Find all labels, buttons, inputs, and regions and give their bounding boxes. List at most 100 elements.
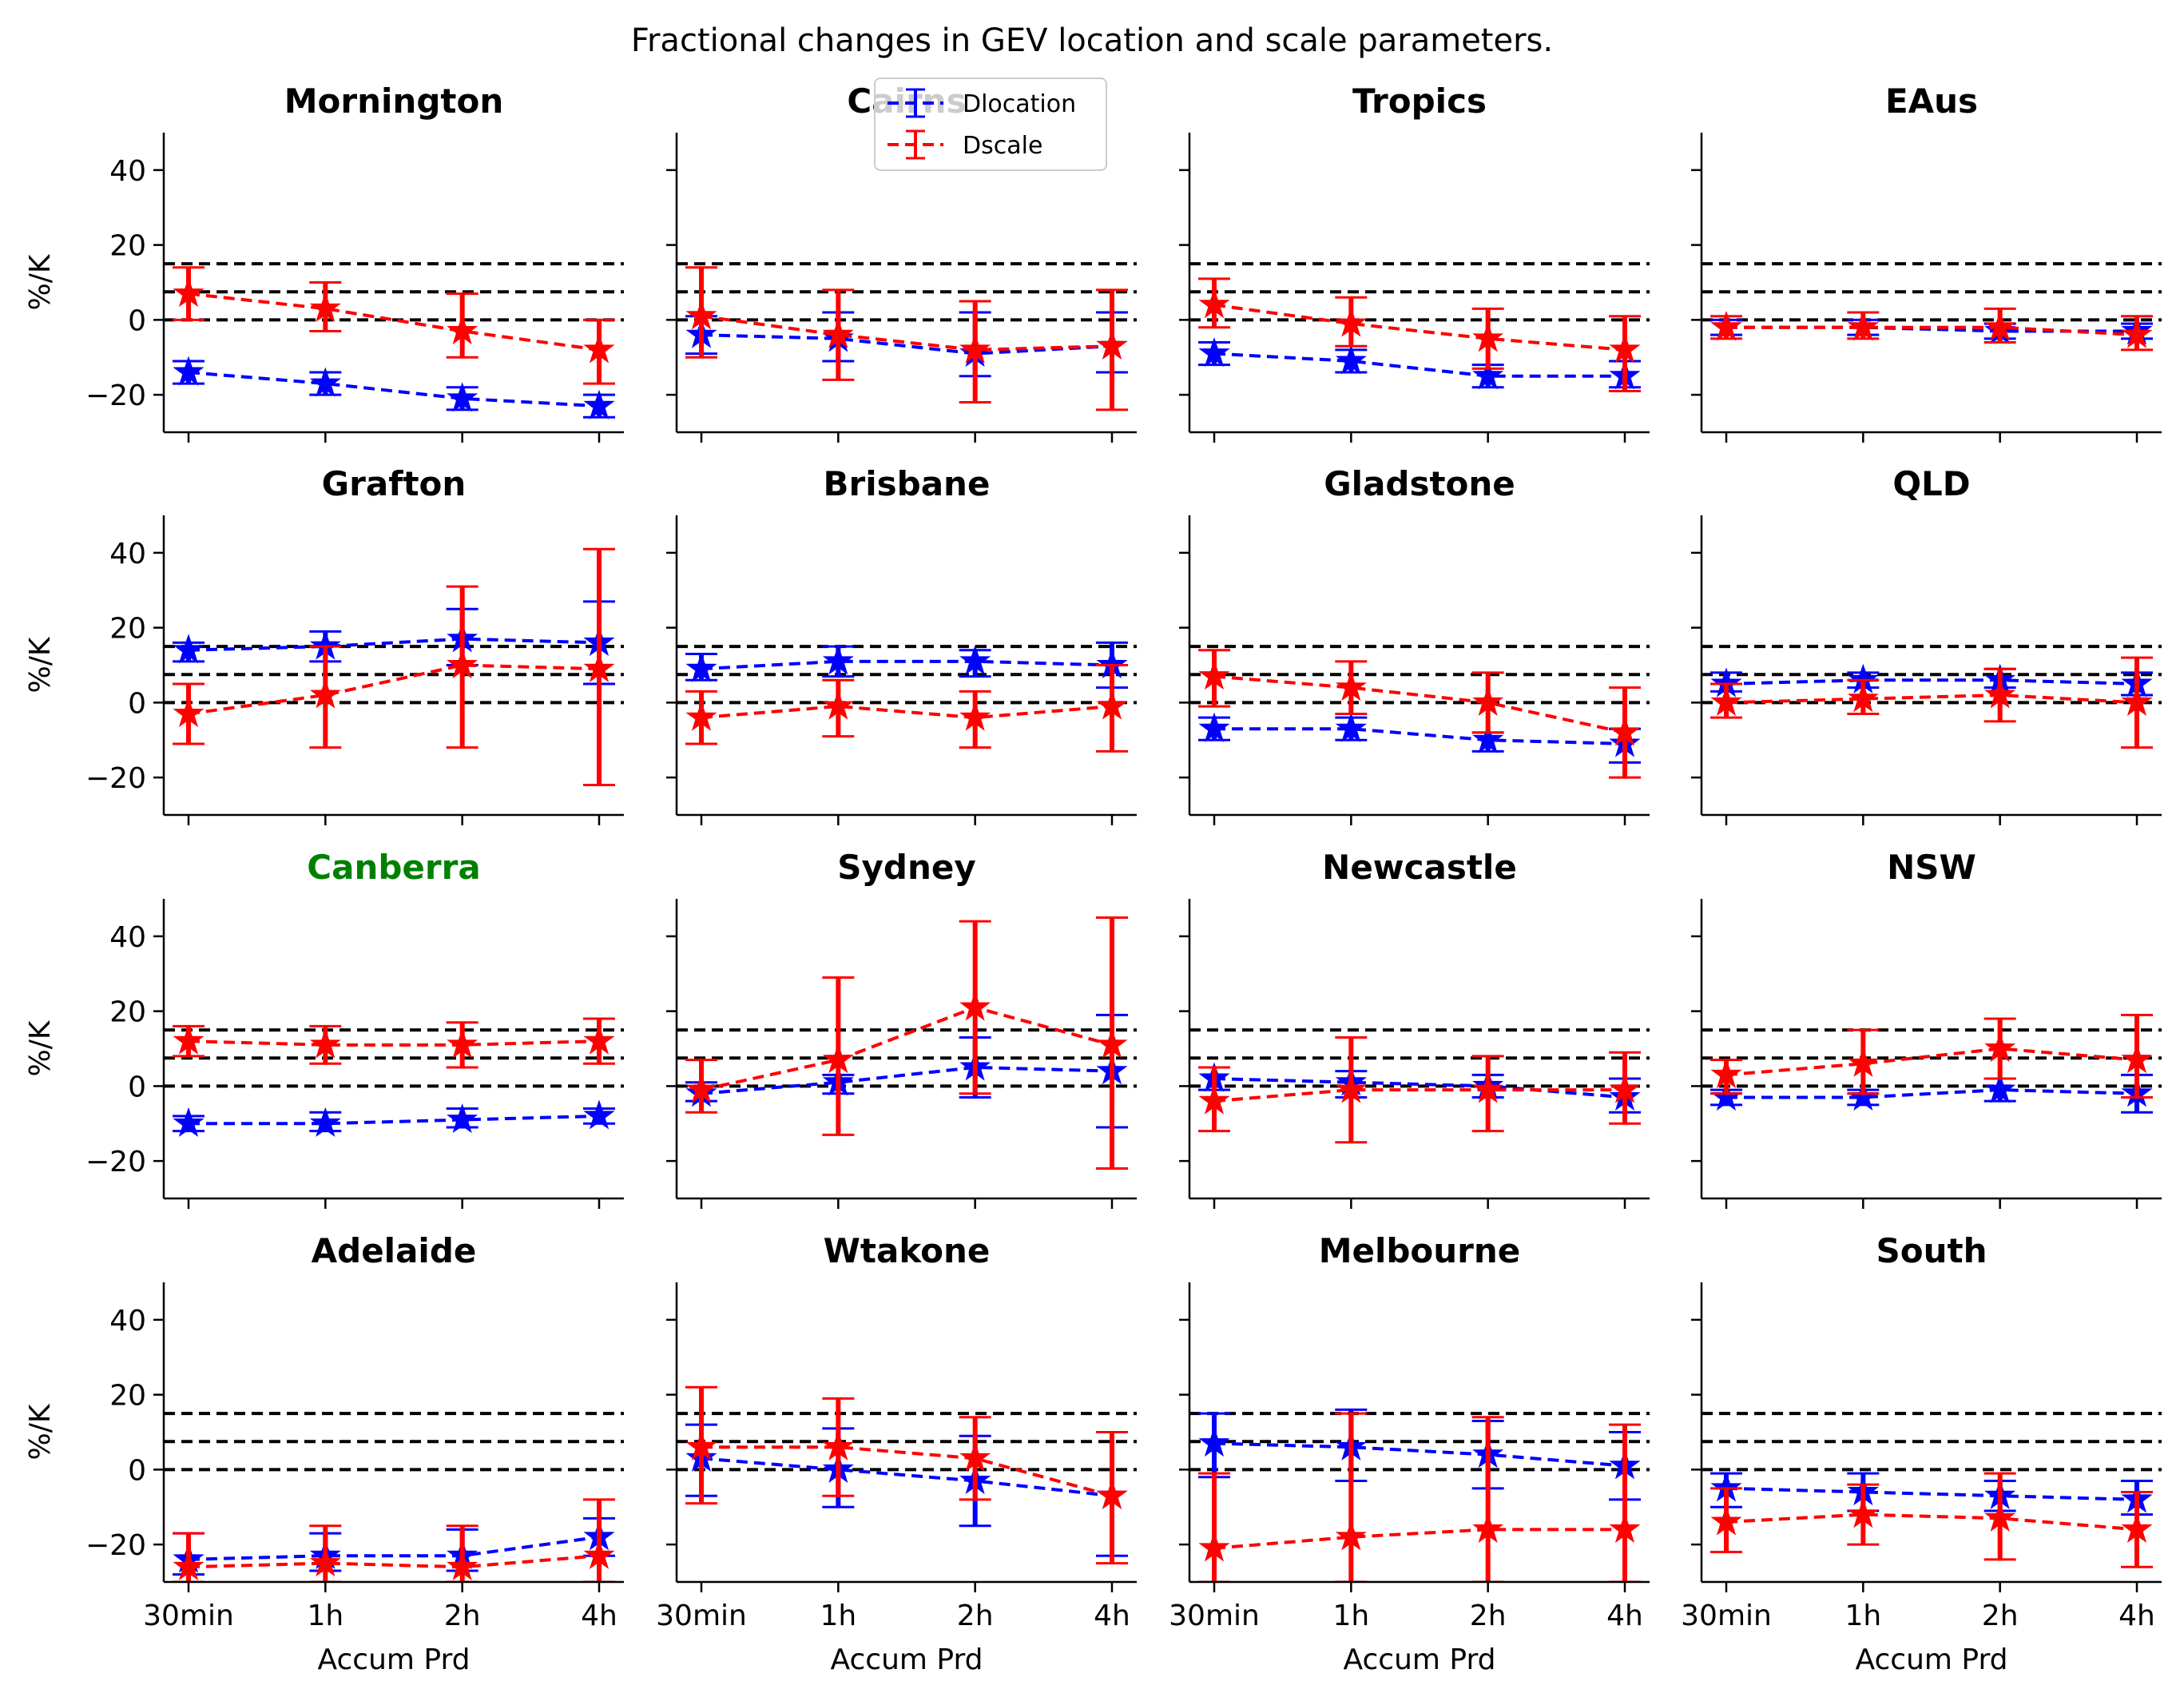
data-point bbox=[447, 1028, 478, 1059]
plot-area bbox=[677, 641, 1137, 753]
series-line bbox=[701, 333, 1113, 356]
x-tick-label: 1h bbox=[820, 1600, 856, 1632]
panel-eaus: EAus bbox=[1691, 81, 2162, 443]
data-point bbox=[173, 1024, 205, 1055]
plot-area bbox=[1189, 262, 1650, 392]
data-point bbox=[309, 1028, 341, 1059]
x-tick-label: 30min bbox=[143, 1600, 234, 1632]
y-tick-label: 0 bbox=[128, 1071, 146, 1103]
x-axis-label: Accum Prd bbox=[1343, 1643, 1495, 1676]
y-axis-label: %/K bbox=[24, 636, 57, 693]
series-dscale bbox=[173, 1498, 615, 1582]
panel-sydney: Sydney bbox=[666, 848, 1137, 1209]
panel-title: Grafton bbox=[322, 464, 467, 503]
panel-nsw: NSW bbox=[1691, 848, 2162, 1209]
plot-area bbox=[677, 262, 1137, 411]
series-line bbox=[1725, 1512, 2138, 1532]
data-point bbox=[309, 1547, 341, 1577]
series-line bbox=[188, 1039, 600, 1047]
y-tick-label: 0 bbox=[128, 1454, 146, 1487]
data-point bbox=[583, 389, 615, 419]
legend-entry-dlocation: Dlocation bbox=[887, 88, 1076, 118]
plot-area bbox=[1189, 645, 1650, 779]
data-point bbox=[1984, 1073, 2016, 1103]
plot-area bbox=[1189, 1408, 1650, 1582]
data-point bbox=[959, 991, 991, 1021]
panel-title: Tropics bbox=[1352, 81, 1487, 121]
series-dlocation bbox=[1710, 663, 2153, 698]
x-tick-label: 2h bbox=[1470, 1600, 1507, 1632]
x-tick-label: 1h bbox=[1332, 1600, 1369, 1632]
x-tick-label: 4h bbox=[2118, 1600, 2155, 1632]
series-line bbox=[189, 1114, 600, 1126]
figure-title: Fractional changes in GEV location and s… bbox=[631, 22, 1553, 59]
panel-title: Brisbane bbox=[824, 464, 991, 503]
panel-brisbane: Brisbane bbox=[666, 464, 1137, 825]
data-point bbox=[447, 382, 478, 412]
panel-title: Adelaide bbox=[312, 1231, 477, 1270]
series-dscale bbox=[173, 547, 615, 786]
series-dlocation bbox=[1198, 1062, 1641, 1114]
series-dscale bbox=[685, 664, 1128, 753]
data-point bbox=[583, 1099, 615, 1130]
plot-area bbox=[1189, 1028, 1650, 1144]
x-tick-label: 1h bbox=[307, 1600, 343, 1632]
panel-title: Sydney bbox=[837, 848, 975, 887]
data-point bbox=[583, 652, 615, 682]
data-point bbox=[685, 1073, 717, 1103]
data-point bbox=[583, 1539, 615, 1569]
y-axis-label: %/K bbox=[24, 1403, 57, 1460]
x-axis-label: Accum Prd bbox=[317, 1643, 470, 1676]
series-line bbox=[701, 659, 1113, 671]
series-line bbox=[188, 292, 600, 352]
panel-title: QLD bbox=[1892, 464, 1970, 503]
series-line bbox=[1213, 1528, 1625, 1550]
data-point bbox=[822, 1043, 854, 1074]
plot-area bbox=[164, 1412, 624, 1582]
data-point bbox=[822, 318, 854, 348]
data-point bbox=[1335, 344, 1367, 375]
x-tick-label: 2h bbox=[957, 1600, 994, 1632]
data-point bbox=[1335, 1520, 1367, 1551]
panel-mornington: −20 0 20 40 Mornington %/K bbox=[24, 81, 624, 443]
series-dscale bbox=[685, 916, 1128, 1170]
x-tick-label: 4h bbox=[1094, 1600, 1130, 1632]
data-point bbox=[822, 690, 854, 720]
panel-wtakone: 30min 1h 2h 4h Wtakone Accum Prd bbox=[656, 1231, 1137, 1676]
series-line bbox=[1725, 1047, 2138, 1077]
panel-title: Gladstone bbox=[1324, 464, 1515, 503]
series-dlocation bbox=[173, 1099, 615, 1137]
series-line bbox=[188, 1535, 600, 1561]
series-line bbox=[1213, 1088, 1625, 1103]
data-point bbox=[822, 1430, 854, 1461]
plot-area bbox=[677, 1385, 1137, 1565]
panel-adelaide: −20 0 20 40 30min 1h 2h 4h Adelaide %/K Accum Prd bbox=[24, 1231, 624, 1676]
series-line bbox=[1725, 1486, 2138, 1501]
y-tick-label: 0 bbox=[128, 304, 146, 337]
data-point bbox=[309, 1107, 341, 1137]
panel-title: Wtakone bbox=[824, 1231, 991, 1270]
series-dscale bbox=[685, 1385, 1128, 1565]
data-point bbox=[173, 277, 205, 308]
data-point bbox=[1198, 1427, 1230, 1457]
data-point bbox=[447, 648, 478, 679]
data-point bbox=[1096, 1028, 1128, 1059]
series-line bbox=[701, 1445, 1113, 1498]
y-tick-label: −20 bbox=[85, 762, 146, 795]
data-point bbox=[1472, 360, 1504, 390]
data-point bbox=[685, 701, 717, 731]
series-dscale bbox=[1198, 1412, 1641, 1582]
series-line bbox=[1725, 693, 2138, 705]
data-point bbox=[447, 1103, 478, 1134]
series-line bbox=[188, 663, 600, 716]
series-line bbox=[701, 314, 1113, 352]
data-point bbox=[2121, 686, 2153, 716]
legend: Dlocation Dscale bbox=[874, 78, 1107, 171]
data-point bbox=[1472, 723, 1504, 753]
panel-title: South bbox=[1876, 1231, 1987, 1270]
y-tick-label: 40 bbox=[109, 155, 146, 188]
series-dlocation bbox=[173, 1516, 615, 1576]
plot-area bbox=[677, 916, 1137, 1170]
data-point bbox=[1984, 678, 2016, 709]
y-tick-label: 0 bbox=[128, 687, 146, 720]
